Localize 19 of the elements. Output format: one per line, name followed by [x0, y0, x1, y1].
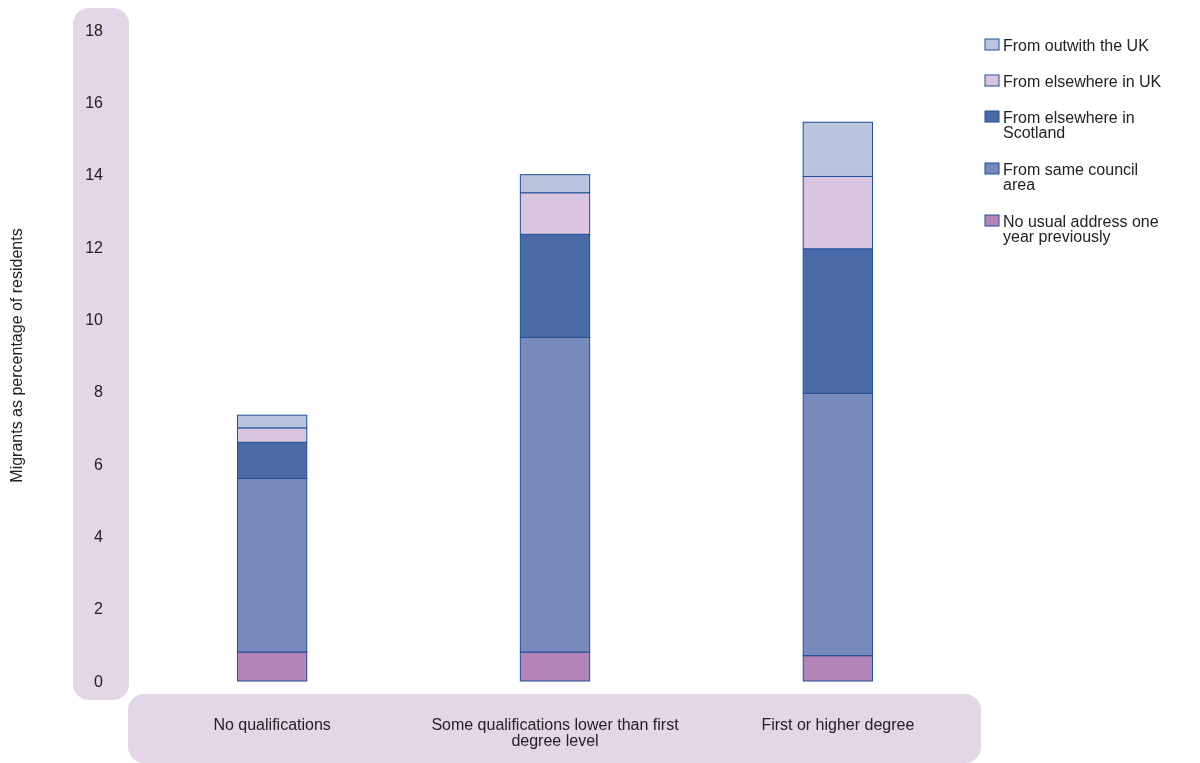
legend-label: From same council area	[1003, 160, 1139, 193]
y-tick-label: 8	[94, 383, 104, 401]
y-tick-label: 6	[94, 455, 104, 473]
y-tick-label: 0	[94, 672, 104, 690]
legend-label: No usual address one year previously	[1003, 212, 1159, 245]
y-tick-label: 16	[85, 93, 104, 111]
legend-label: From outwith the UK	[1003, 36, 1150, 54]
y-tick-label: 10	[85, 310, 104, 328]
y-tick-label: 2	[94, 600, 104, 618]
y-tick-label: 12	[85, 238, 104, 256]
legend-label: From elsewhere in UK	[1003, 72, 1162, 90]
y-tick-label: 14	[85, 166, 104, 184]
legend-label: From elsewhere in Scotland	[1003, 108, 1135, 141]
x-tick-label: First or higher degree	[761, 716, 915, 733]
y-tick-label: 4	[94, 527, 104, 545]
x-tick-label: Some qualifications lower than first degree level	[431, 716, 680, 749]
x-tick-label: No qualifications	[213, 716, 331, 733]
y-tick-label: 18	[85, 21, 104, 39]
y-axis-title: Migrants as percentage of residents	[8, 228, 25, 483]
